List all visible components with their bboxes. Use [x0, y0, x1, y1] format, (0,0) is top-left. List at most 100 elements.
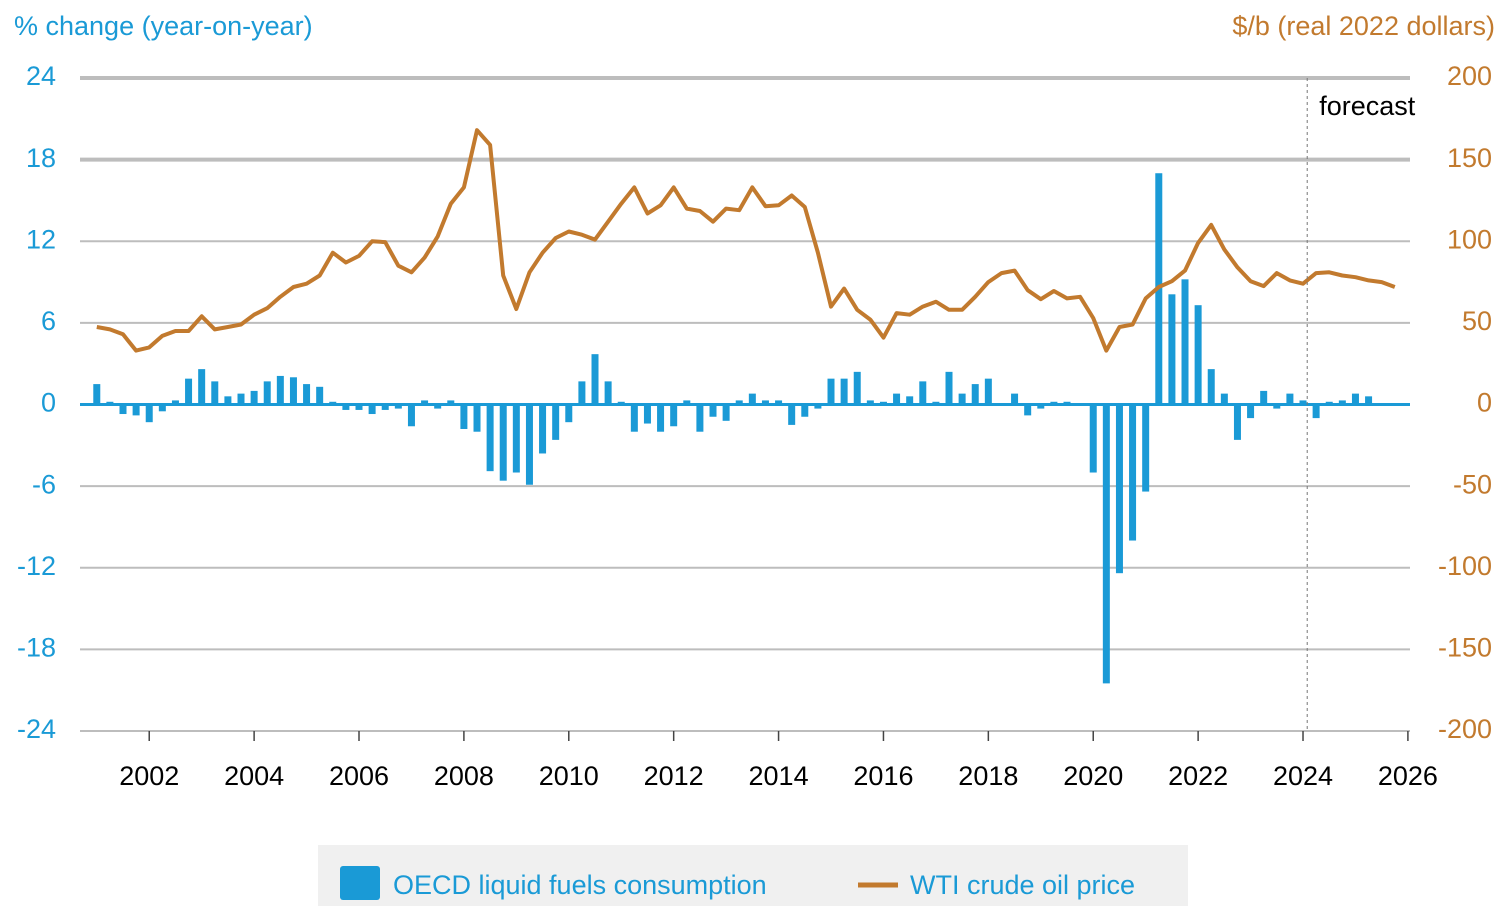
bar — [1011, 393, 1019, 405]
y-tick-label: 12 — [26, 224, 56, 254]
bar — [578, 381, 586, 405]
bar — [866, 400, 874, 405]
bar — [775, 400, 783, 405]
bar — [289, 377, 297, 405]
bar — [1365, 396, 1373, 405]
bar — [1247, 404, 1255, 419]
bar — [1220, 393, 1228, 405]
legend-swatch — [340, 866, 380, 900]
y2-axis-title: $/b (real 2022 dollars) — [1232, 11, 1495, 41]
bar — [1168, 294, 1176, 405]
bar — [591, 354, 599, 405]
bar — [604, 381, 612, 405]
bar — [1024, 404, 1032, 416]
bar — [250, 390, 258, 405]
bar — [342, 404, 350, 410]
bar — [106, 401, 114, 405]
bar — [788, 404, 796, 425]
bar — [211, 381, 219, 405]
bar — [394, 404, 402, 409]
bar — [919, 381, 927, 405]
bar — [132, 404, 140, 416]
y2-tick-label: -200 — [1438, 714, 1492, 744]
x-tick-label: 2014 — [749, 761, 809, 791]
bar — [329, 401, 337, 405]
bar — [1115, 404, 1123, 574]
bar — [316, 386, 324, 405]
bar — [198, 369, 206, 405]
bar — [958, 393, 966, 405]
y2-tick-label: 200 — [1447, 61, 1492, 91]
bar — [237, 393, 245, 405]
y2-tick-label: 150 — [1447, 143, 1492, 173]
bar — [355, 404, 363, 410]
bar — [145, 404, 153, 423]
bar — [473, 404, 481, 432]
legend-box — [318, 845, 1188, 906]
x-tick-label: 2020 — [1063, 761, 1123, 791]
y2-tick-label: 100 — [1447, 224, 1492, 254]
bar — [407, 404, 415, 427]
legend-label: OECD liquid fuels consumption — [393, 870, 767, 900]
bar — [945, 371, 953, 405]
bar — [617, 401, 625, 405]
bar — [893, 393, 901, 405]
bar — [1037, 404, 1045, 409]
y2-tick-label: -50 — [1453, 469, 1492, 499]
bar — [525, 404, 533, 485]
y-tick-label: -24 — [17, 714, 56, 744]
bar — [827, 378, 835, 405]
bar — [1233, 404, 1241, 440]
bar — [722, 404, 730, 421]
bar — [171, 400, 179, 405]
bar — [630, 404, 638, 432]
bar — [643, 404, 651, 424]
bar — [1142, 404, 1150, 492]
bar — [303, 384, 311, 405]
bar — [1260, 390, 1268, 405]
bar — [1089, 404, 1097, 473]
bar — [670, 404, 678, 427]
bar — [906, 396, 914, 405]
y-tick-label: 24 — [26, 61, 56, 91]
bar — [565, 404, 573, 423]
y-tick-label: 0 — [41, 388, 56, 418]
bar — [119, 404, 127, 415]
x-tick-label: 2026 — [1378, 761, 1438, 791]
bar — [93, 384, 101, 405]
y2-tick-label: 0 — [1477, 388, 1492, 418]
bar — [1063, 401, 1071, 405]
bar — [552, 404, 560, 440]
x-tick-label: 2008 — [434, 761, 494, 791]
y-axis-title: % change (year-on-year) — [14, 11, 313, 41]
x-tick-label: 2022 — [1168, 761, 1228, 791]
bar — [853, 371, 861, 405]
y2-tick-label: 50 — [1462, 306, 1492, 336]
bar — [709, 404, 717, 417]
y-tick-label: -6 — [32, 469, 56, 499]
bar — [1194, 305, 1202, 405]
bar — [1351, 393, 1359, 405]
bar — [499, 404, 507, 481]
bar — [185, 378, 193, 405]
bar — [1325, 401, 1333, 405]
bar — [381, 404, 389, 410]
annotation: forecast — [1319, 91, 1416, 121]
y-tick-label: -18 — [17, 633, 56, 663]
bar — [1312, 404, 1320, 419]
bar — [1076, 403, 1084, 405]
bar — [434, 404, 442, 409]
bar — [761, 400, 769, 405]
bar — [224, 396, 232, 405]
bar — [748, 393, 756, 405]
bar — [486, 404, 494, 472]
x-tick-label: 2002 — [119, 761, 179, 791]
bar — [1207, 369, 1215, 405]
bar — [1286, 393, 1294, 405]
bar — [1391, 403, 1399, 405]
bar — [997, 403, 1005, 405]
bar — [683, 400, 691, 405]
x-tick-label: 2010 — [539, 761, 599, 791]
bar — [539, 404, 547, 454]
bar — [512, 404, 520, 473]
